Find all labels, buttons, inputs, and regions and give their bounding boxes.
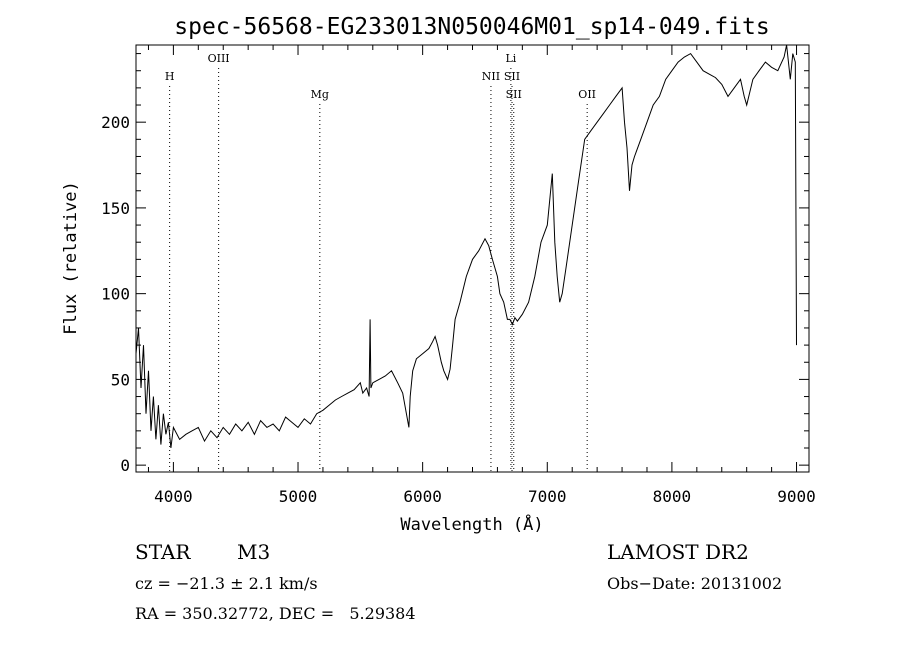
coordinates-text: RA = 350.32772, DEC = 5.29384 xyxy=(135,604,416,623)
line-marker-label: OIII xyxy=(208,52,230,65)
line-marker-label: Li xyxy=(505,52,516,65)
y-tick-label: 150 xyxy=(101,199,130,218)
x-tick-label: 6000 xyxy=(403,487,442,506)
spectrum-series-line xyxy=(135,44,797,449)
x-tick-label: 8000 xyxy=(653,487,692,506)
y-tick-label: 200 xyxy=(101,113,130,132)
line-marker-label: NII xyxy=(482,70,500,83)
x-axis-ticks: 4000 5000 6000 7000 8000 9000 xyxy=(147,45,816,506)
line-marker-label: Mg xyxy=(311,88,329,101)
y-axis-ticks: 0 50 100 150 200 xyxy=(101,53,809,475)
x-axis-label: Wavelength (Å) xyxy=(400,513,543,535)
y-tick-label: 0 xyxy=(120,456,130,475)
y-tick-label: 50 xyxy=(111,370,130,389)
line-marker-label: SII xyxy=(506,88,522,101)
line-markers: H OIII Mg NII Li SII SII OII xyxy=(165,52,596,472)
line-marker-label: H xyxy=(165,70,175,83)
obs-date-text: Obs−Date: 20131002 xyxy=(607,574,783,593)
object-class: STAR xyxy=(135,540,191,564)
x-tick-label: 7000 xyxy=(528,487,567,506)
chart-title: spec-56568-EG233013N050046M01_sp14-049.f… xyxy=(174,14,769,40)
line-marker-label: SII xyxy=(504,70,520,83)
y-axis-label: Flux (relative) xyxy=(61,181,81,335)
x-tick-label: 5000 xyxy=(279,487,318,506)
survey-label: LAMOST DR2 xyxy=(607,540,749,564)
line-marker-label: OII xyxy=(578,88,596,101)
x-tick-label: 4000 xyxy=(154,487,193,506)
y-tick-label: 100 xyxy=(101,285,130,304)
plot-frame xyxy=(135,44,810,473)
object-subclass: M3 xyxy=(237,540,271,564)
x-tick-label: 9000 xyxy=(777,487,816,506)
velocity-text: cz = −21.3 ± 2.1 km/s xyxy=(135,574,318,593)
